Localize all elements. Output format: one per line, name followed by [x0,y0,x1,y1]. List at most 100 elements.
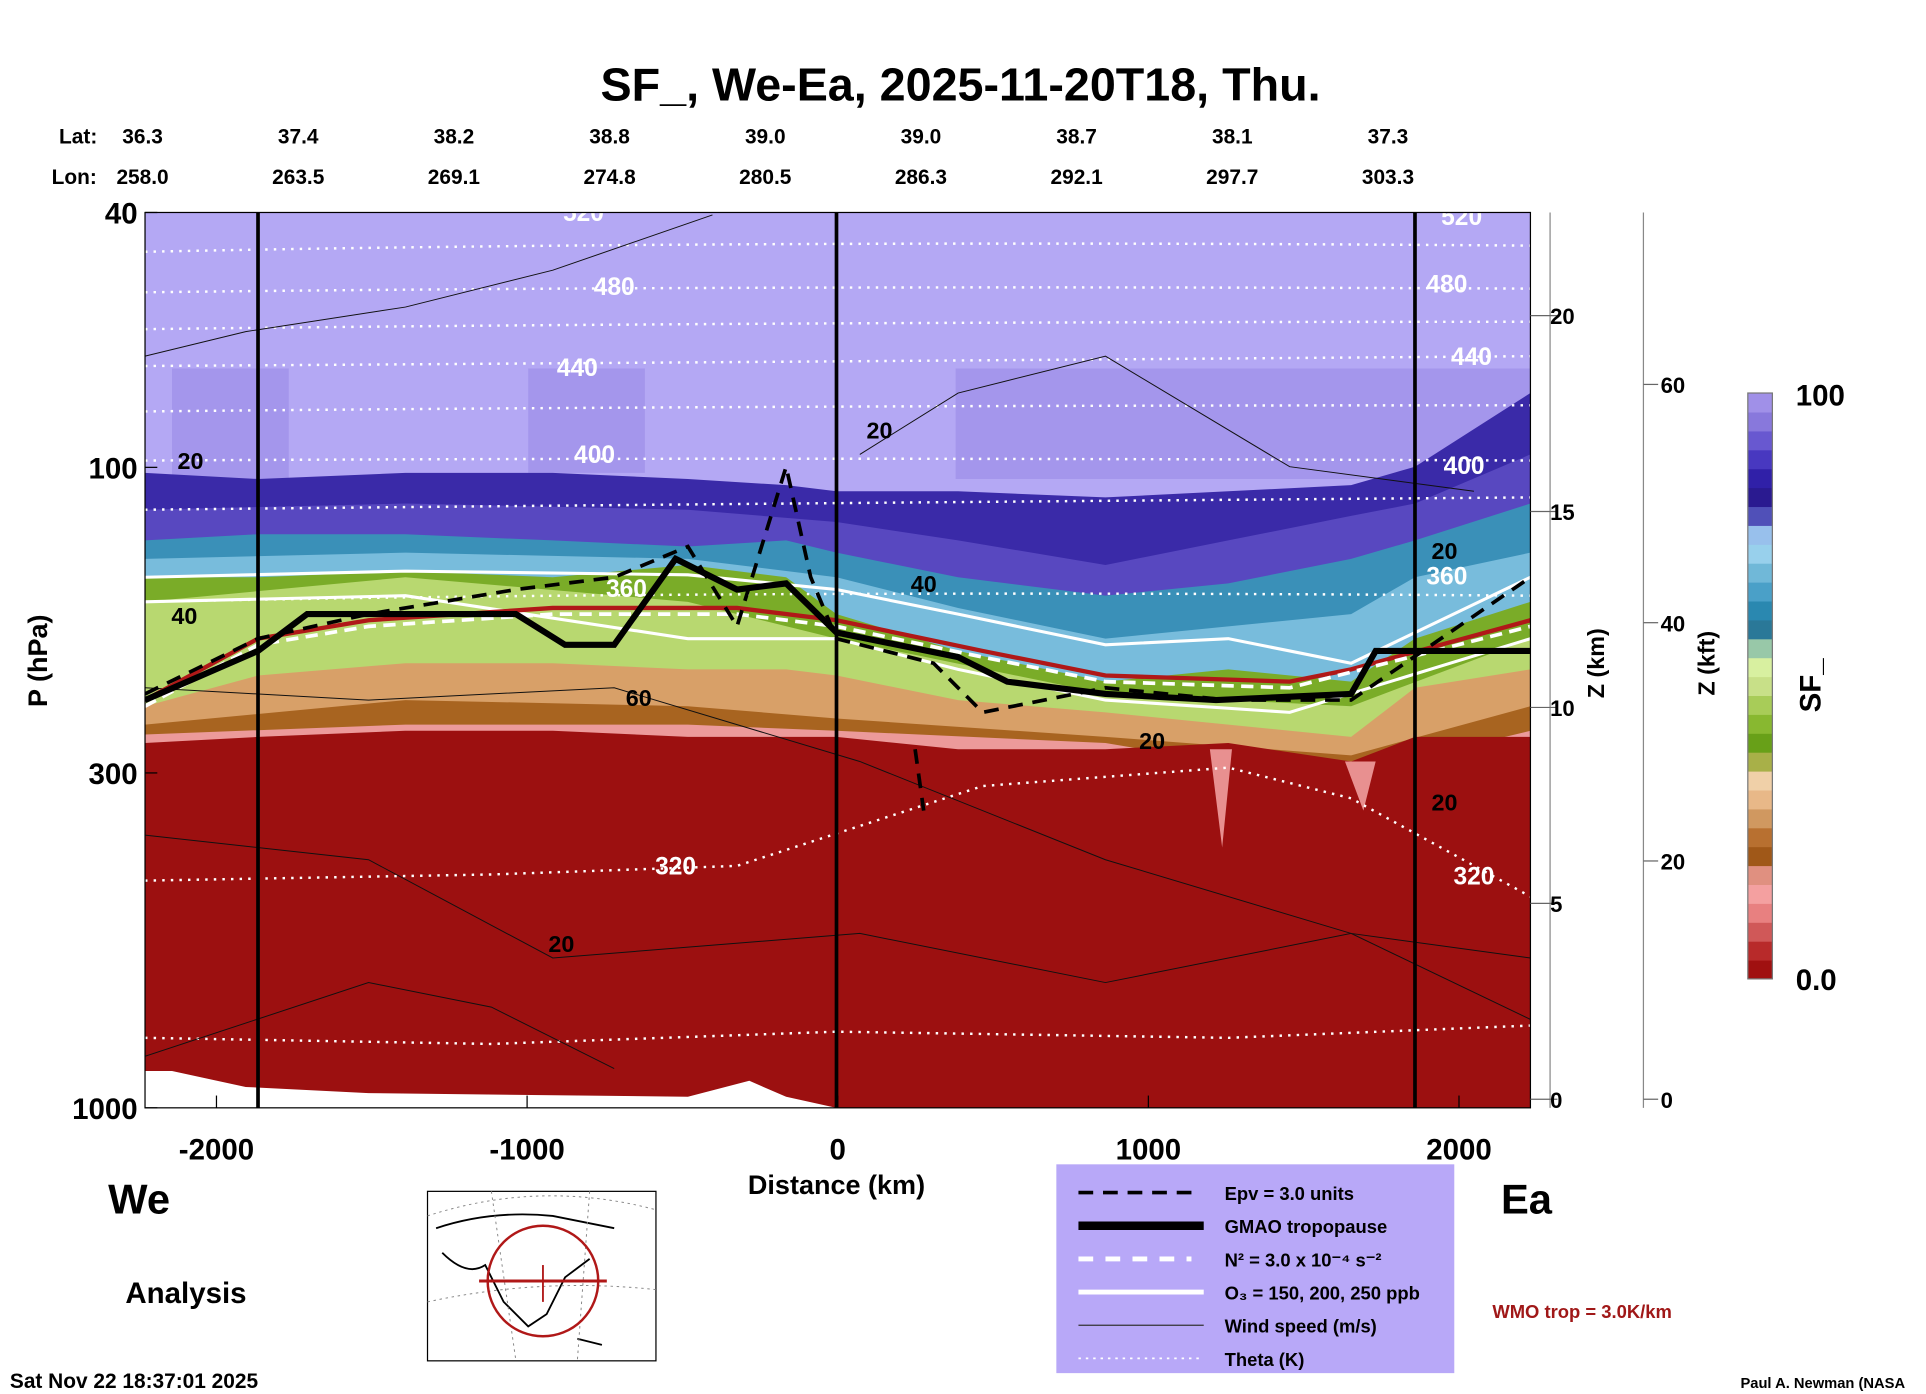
colorbar-swatch [1747,846,1773,867]
theta-contour-label: 360 [1426,564,1467,591]
y-tick-label: 100 [88,452,137,485]
west-label: We [108,1175,170,1222]
legend-label: Wind speed (m/s) [1225,1316,1377,1337]
lat-value: 37.3 [1368,126,1409,149]
colorbar-swatch [1747,487,1773,508]
theta-contour-label: 440 [557,355,598,382]
colorbar-frame [1747,392,1773,980]
location-map [426,1190,657,1362]
legend-label: GMAO tropopause [1225,1216,1388,1237]
lat-value: 38.1 [1212,126,1253,149]
n2-line [145,612,1531,708]
theta-contour-label: 400 [574,442,615,469]
zkm-tick-label: 15 [1550,500,1575,525]
x-axis-label: Distance (km) [748,1170,925,1200]
analysis-label: Analysis [125,1277,246,1310]
colorbar-swatch [1747,959,1773,980]
colorbar-swatch [1747,657,1773,678]
legend-label: Epv = 3.0 units [1225,1183,1354,1204]
colorbar-swatch [1747,619,1773,640]
colorbar-swatch [1747,582,1773,602]
theta-contour-label: 480 [1426,271,1467,298]
timestamp: Sat Nov 22 18:37:01 2025 [10,1370,259,1393]
x-tick-label: -1000 [489,1133,564,1166]
y-tick-label: 40 [105,198,138,231]
wind-contour-label: 20 [1431,538,1457,564]
credit: Paul A. Newman (NASA [1740,1376,1905,1392]
lon-value: 263.5 [272,166,325,189]
theta-contour-label: 320 [655,853,696,880]
colorbar-swatch [1747,393,1773,413]
zkm-tick-label: 0 [1550,1088,1562,1113]
colorbar-swatch [1747,752,1773,772]
theta-contour-label: 520 [1441,204,1482,231]
colorbar-swatch [1747,941,1773,961]
epv-line [145,459,1531,715]
lon-label: Lon: [52,166,97,189]
colorbar-swatch [1747,506,1773,526]
lat-label: Lat: [59,126,97,149]
lon-value: 297.7 [1206,166,1258,189]
colorbar-swatch [1747,544,1773,564]
lat-value: 39.0 [901,126,942,149]
colorbar-swatch [1747,600,1773,621]
lat-value: 36.3 [122,126,163,149]
wind-contour-label: 20 [177,448,203,474]
zkm-axis-label: Z (km) [1583,628,1609,698]
colorbar-swatch [1747,411,1773,432]
ground-mask [145,1070,837,1108]
east-label: Ea [1501,1175,1553,1222]
theta-contour-label: 440 [1451,344,1492,371]
colorbar-swatch [1747,827,1773,848]
wind-contour-label: 40 [171,603,197,629]
colorbar-min-label: 0.0 [1796,964,1837,997]
lavender-patches [172,368,1531,479]
colorbar-max-label: 100 [1796,379,1845,412]
colorbar-swatch [1747,903,1773,923]
wmo-label: WMO trop = 3.0K/km [1492,1301,1671,1322]
colorbar-swatch [1747,430,1773,451]
colorbar-swatch [1747,525,1773,545]
colorbar-swatch [1747,676,1773,697]
lon-value: 274.8 [583,166,635,189]
chart-title: SF_, We-Ea, 2025-11-20T18, Thu. [601,59,1321,111]
epv-line-fragment [913,748,926,811]
lon-value: 280.5 [739,166,792,189]
colorbar-swatch [1747,468,1773,489]
zkft-tick-label: 0 [1661,1088,1673,1113]
colorbar-swatch [1747,733,1773,753]
lat-value: 38.7 [1056,126,1097,149]
axes: -2000 -1000 0 1000 2000 40 100 300 1000 0 5 10 15 20 0… [72,198,1685,1167]
x-tick-label: 0 [830,1133,846,1166]
legend-label: Theta (K) [1225,1349,1305,1370]
theta-contour-label: 480 [594,274,635,301]
colorbar-swatch [1747,695,1773,715]
pink-intrusion [1209,749,1376,848]
legend-label: O₃ = 150, 200, 250 ppb [1225,1282,1420,1303]
zkft-axis-label: Z (kft) [1694,631,1720,696]
wind-contour-label: 20 [1431,790,1457,816]
zkft-tick-label: 20 [1661,850,1686,875]
contour-labels: 520 480 440 400 360 320 520 480 440 400 360 320 20 40… [171,204,1494,956]
legend: Epv = 3.0 units GMAO tropopause N² = 3.0… [1056,1164,1455,1374]
colorbar-swatch [1747,714,1773,734]
theta-contour-label: 400 [1444,453,1485,480]
x-tick-label: -2000 [179,1133,254,1166]
y-axis-label: P (hPa) [23,614,53,707]
zkm-tick-label: 5 [1550,892,1562,917]
colorbar-swatch [1747,563,1773,583]
wind-contour-label: 20 [1139,728,1165,754]
zkft-tick-label: 60 [1661,373,1686,398]
colorbar-label: SF_ [1794,658,1827,713]
colorbar-swatch [1747,884,1773,904]
colorbar-swatch [1747,638,1773,659]
x-tick-label: 1000 [1116,1133,1182,1166]
lat-value: 39.0 [745,126,786,149]
lat-lon-labels: Lat: Lon: 36.3 258.0 37.4 263.5 38.2 269.1 38.8 2… [52,126,1414,190]
theta-contour-label: 360 [606,576,647,603]
zkm-tick-label: 10 [1550,696,1575,721]
lon-value: 269.1 [428,166,481,189]
colorbar-swatch [1747,808,1773,829]
lon-value: 258.0 [116,166,168,189]
